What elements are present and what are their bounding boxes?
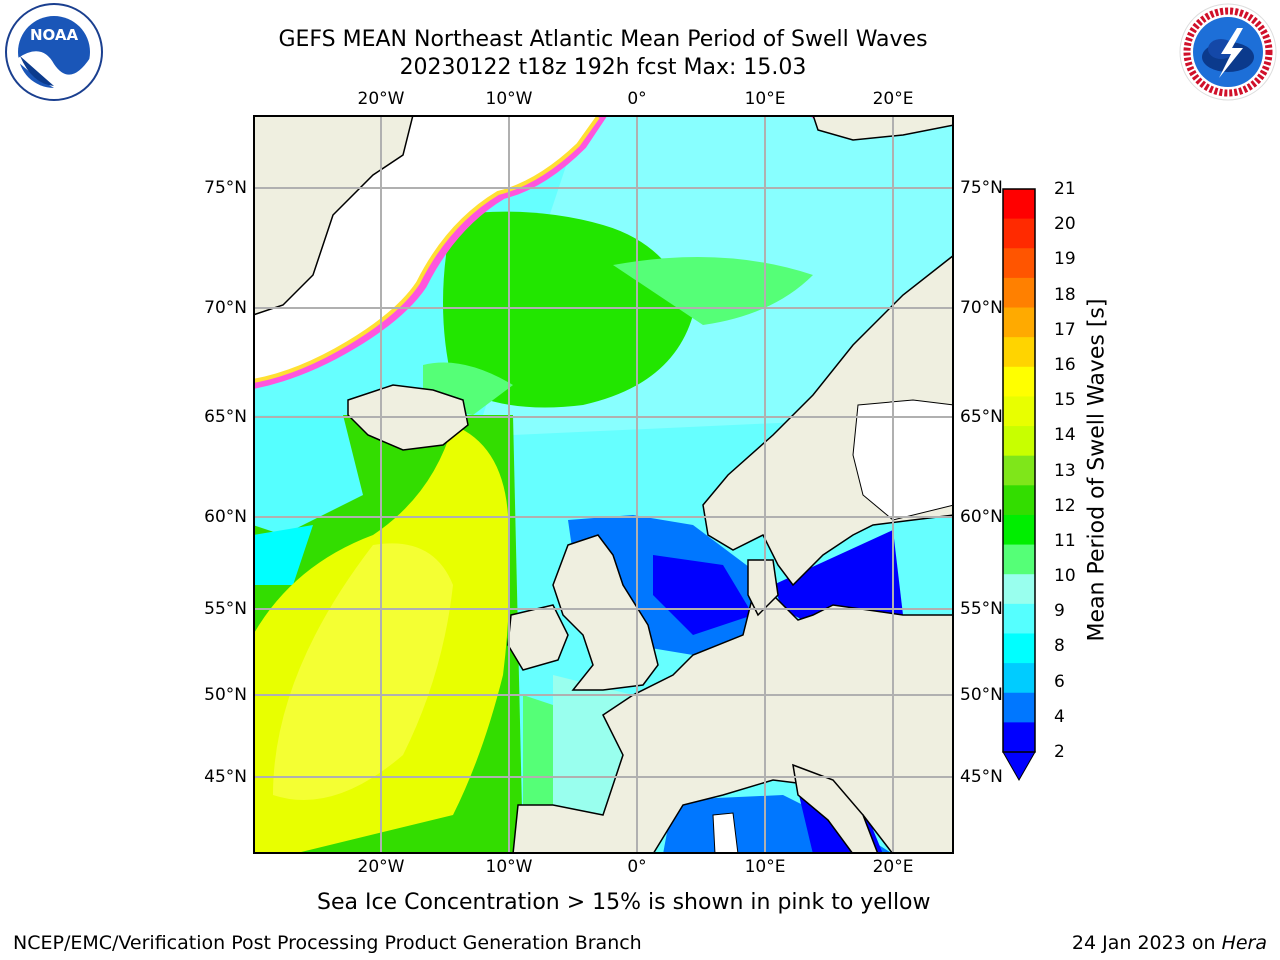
great-britain-land [552, 534, 659, 691]
lon-label-top-0: 0° [627, 89, 647, 109]
colorbar-tick-label: 11 [1054, 530, 1076, 551]
colorbar-segment [1003, 455, 1035, 486]
lat-label-right-60n: 60°N [960, 507, 1003, 527]
colorbar-tick-label: 14 [1054, 425, 1076, 446]
colorbar [1002, 188, 1036, 782]
nws-logo-icon [1177, 2, 1279, 106]
lon-label-bottom-10e: 10°E [744, 857, 786, 877]
colorbar-segment [1003, 366, 1035, 397]
lon-label-top-10e: 10°E [744, 89, 786, 109]
colorbar-segment [1003, 692, 1035, 723]
colorbar-tick-label: 13 [1054, 460, 1076, 481]
map-title: GEFS MEAN Northeast Atlantic Mean Period… [278, 27, 928, 52]
jutland-land [747, 559, 779, 617]
baltic-swell [773, 530, 903, 625]
lat-label-right-75n: 75°N [960, 178, 1003, 198]
swell-period-map [253, 115, 954, 854]
map-subtitle: 20230122 t18z 192h fcst Max: 15.03 [399, 55, 807, 80]
greenland-land [253, 115, 414, 316]
north-green-swell [443, 211, 693, 408]
gulf-of-bothnia-white [852, 399, 954, 521]
colorbar-tick-label: 2 [1054, 742, 1065, 762]
lat-label-right-65n: 65°N [960, 407, 1003, 427]
lat-label-left-55n: 55°N [204, 599, 247, 619]
colorbar-segment [1003, 248, 1035, 279]
colorbar-segment [1003, 485, 1035, 516]
noaa-logo-icon: NOAA [2, 2, 106, 106]
sea-ice-caption: Sea Ice Concentration > 15% is shown in … [317, 890, 931, 915]
colorbar-tick-label: 9 [1054, 601, 1065, 622]
colorbar-tick-label: 19 [1054, 249, 1076, 270]
lat-label-left-70n: 70°N [204, 298, 247, 318]
noaa-logo-text: NOAA [30, 26, 79, 44]
colorbar-extend-arrow [1002, 751, 1036, 782]
lat-label-right-70n: 70°N [960, 298, 1003, 318]
colorbar-tick-label: 17 [1054, 319, 1076, 340]
lat-label-left-60n: 60°N [204, 507, 247, 527]
colorbar-segment [1003, 633, 1035, 664]
colorbar-segment [1003, 337, 1035, 368]
footer-date: 24 Jan 2023 on [1071, 932, 1222, 954]
italy-land [792, 763, 879, 854]
colorbar-tick-label: 18 [1054, 284, 1076, 305]
lat-label-right-55n: 55°N [960, 599, 1003, 619]
colorbar-segment [1003, 189, 1035, 220]
colorbar-tick-label: 21 [1054, 179, 1076, 199]
colorbar-segment [1003, 544, 1035, 575]
colorbar-segment [1003, 663, 1035, 694]
lon-label-bottom-0: 0° [627, 857, 647, 877]
colorbar-frame [1002, 188, 1036, 753]
colorbar-tick-label: 10 [1054, 566, 1076, 587]
colorbar-segment [1003, 218, 1035, 249]
colorbar-tick-label: 15 [1054, 390, 1076, 411]
lat-label-left-50n: 50°N [204, 685, 247, 705]
footer-left: NCEP/EMC/Verification Post Processing Pr… [13, 932, 642, 954]
colorbar-segment [1003, 574, 1035, 605]
colorbar-tick-label: 20 [1054, 214, 1076, 235]
colorbar-segment [1003, 603, 1035, 634]
colorbar-tick-label: 6 [1054, 671, 1065, 692]
lat-label-left-75n: 75°N [204, 178, 247, 198]
lat-label-left-45n: 45°N [204, 767, 247, 787]
colorbar-segment [1003, 307, 1035, 338]
colorbar-segment [1003, 277, 1035, 309]
colorbar-tick-label: 4 [1054, 706, 1065, 727]
lon-label-top-20e: 20°E [872, 89, 914, 109]
lon-label-top-20w: 20°W [357, 89, 405, 109]
colorbar-segment [1003, 722, 1035, 753]
colorbar-tick-label: 12 [1054, 495, 1076, 516]
lat-label-right-50n: 50°N [960, 685, 1003, 705]
lat-label-right-45n: 45°N [960, 767, 1003, 787]
lon-label-top-10w: 10°W [485, 89, 533, 109]
sea-ice-edge-pink [253, 115, 607, 389]
footer-host: Hera [1221, 932, 1267, 954]
lon-label-bottom-10w: 10°W [485, 857, 533, 877]
lat-label-left-65n: 65°N [204, 407, 247, 427]
lon-label-bottom-20w: 20°W [357, 857, 405, 877]
sea-ice-edge-yellow [253, 115, 600, 383]
footer-right: 24 Jan 2023 on Hera [1072, 932, 1267, 954]
colorbar-segment [1003, 514, 1035, 546]
svalbard-land [812, 115, 954, 141]
colorbar-tick-label: 8 [1054, 636, 1065, 657]
colorbar-segment [1003, 426, 1035, 457]
map-frame [253, 115, 954, 854]
colorbar-label: Mean Period of Swell Waves [s] [1084, 298, 1110, 642]
lon-label-bottom-20e: 20°E [872, 857, 914, 877]
colorbar-tick-label: 16 [1054, 354, 1076, 375]
colorbar-segment [1003, 396, 1035, 427]
graticule [253, 115, 954, 854]
